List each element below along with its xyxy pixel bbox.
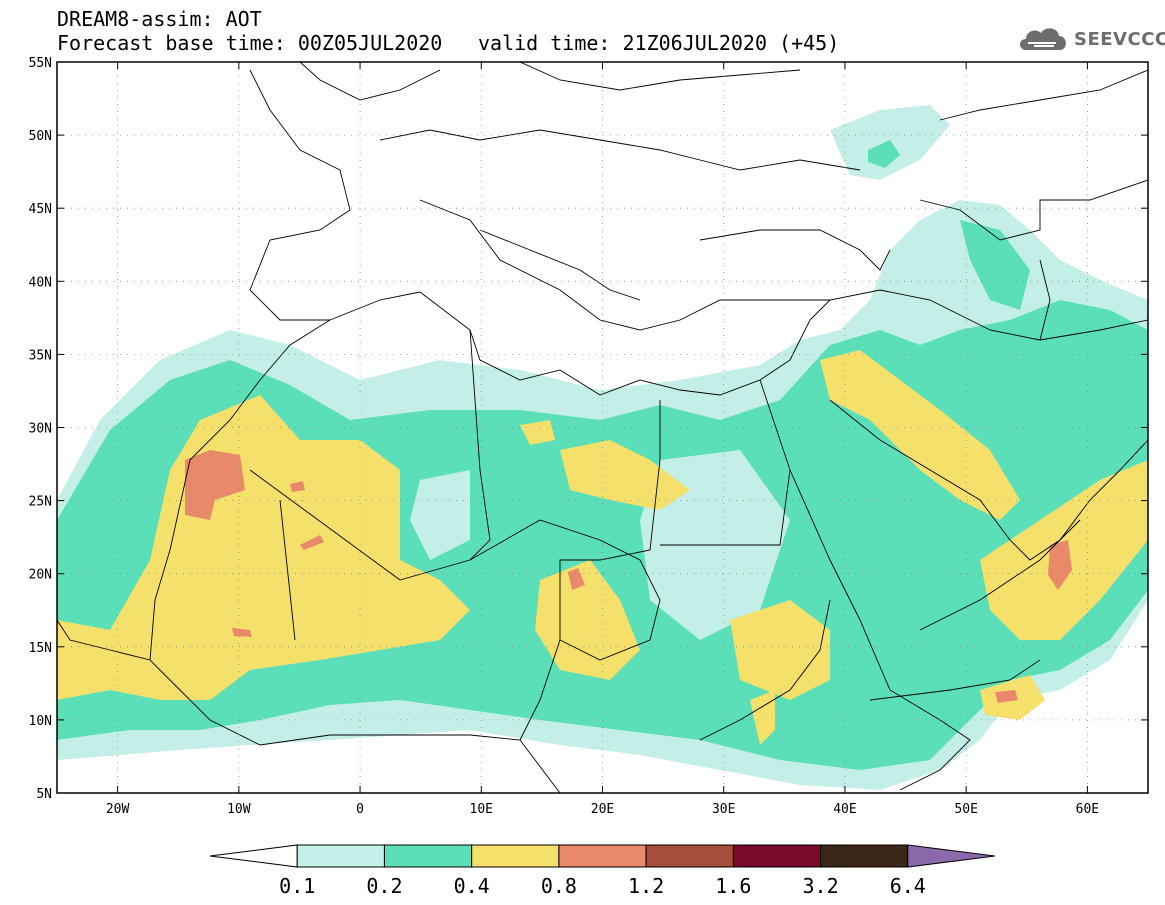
lat-label: 50N — [29, 129, 52, 144]
colorbar-label: 0.1 — [279, 874, 315, 898]
aot-band-0.4-iraq — [820, 350, 1020, 520]
colorbar-swatch — [732, 844, 822, 868]
aot-band-0.4-ethiopia — [750, 690, 775, 745]
lat-labels: 55N 50N 45N 40N 35N 30N 25N 20N 15N 10N 5N — [29, 56, 52, 802]
colorbar-swatch — [383, 844, 473, 868]
lon-label: 50E — [954, 802, 977, 817]
colorbar-label: 0.2 — [366, 874, 402, 898]
colorbar-swatch — [820, 844, 909, 868]
aot-band-0.4-sudan — [730, 600, 830, 700]
axis-ticks — [57, 61, 1148, 794]
lon-label: 10E — [470, 802, 493, 817]
aot-band-0.4-chad — [535, 560, 640, 680]
lat-label: 15N — [29, 641, 52, 656]
lon-label: 40E — [833, 802, 856, 817]
colorbar-swatch — [645, 844, 734, 868]
lat-label: 20N — [29, 568, 52, 583]
colorbar-label: 6.4 — [890, 874, 926, 898]
colorbar-label: 3.2 — [802, 874, 838, 898]
lon-label: 60E — [1076, 802, 1099, 817]
seevccc-logo: SEEVCCC — [1016, 24, 1165, 54]
colorbar-label: 0.4 — [454, 874, 490, 898]
aot-shading — [57, 105, 1148, 790]
aot-band-0.4-libya2 — [520, 420, 555, 445]
aot-band-0.4-west — [57, 395, 470, 700]
lon-label: 10W — [227, 802, 251, 817]
lat-label: 30N — [29, 422, 52, 437]
aot-band-0.8-yemen — [995, 690, 1018, 703]
graticule — [57, 62, 1148, 793]
colorbar: 0.1 0.2 0.4 0.8 1.2 1.6 3.2 6.4 — [209, 844, 996, 898]
colorbar-swatch — [558, 844, 647, 868]
aot-band-0.2-north — [868, 140, 900, 168]
colorbar-swatch — [471, 844, 560, 868]
colorbar-label: 1.6 — [715, 874, 751, 898]
colorbar-label: 1.2 — [628, 874, 664, 898]
aot-band-0.8-mali — [290, 481, 305, 492]
lat-label: 35N — [29, 348, 52, 363]
lat-label: 10N — [29, 714, 52, 729]
aot-band-0.4-libya — [560, 440, 690, 510]
lon-label: 20W — [106, 802, 130, 817]
lat-label: 25N — [29, 495, 52, 510]
logo-text: SEEVCCC — [1074, 28, 1165, 50]
lon-label: 30E — [712, 802, 735, 817]
lat-label: 55N — [29, 56, 52, 71]
aot-band-0.8-oman — [1048, 540, 1072, 590]
forecast-base-time: Forecast base time: 00Z05JUL2020 — [57, 31, 443, 55]
aot-band-0.1-inner2 — [410, 470, 470, 560]
colorbar-under-triangle — [209, 844, 298, 868]
colorbar-label: 0.8 — [541, 874, 577, 898]
lon-label: 0 — [356, 802, 364, 817]
lat-label: 5N — [36, 787, 52, 802]
colorbar-over-triangle — [907, 844, 996, 868]
aot-band-0.8-mali2 — [300, 535, 324, 550]
map-title: DREAM8-assim: AOT — [57, 7, 262, 31]
lon-labels: 20W 10W 0 10E 20E 30E 40E 50E 60E — [106, 802, 1099, 817]
aot-band-0.8-chad — [568, 568, 585, 590]
aot-band-0.8-mali3 — [232, 628, 252, 637]
aot-band-0.8-mauritania — [185, 450, 245, 520]
lat-label: 40N — [29, 275, 52, 290]
colorbar-swatch — [296, 844, 385, 868]
cloud-icon — [1020, 28, 1066, 50]
lat-label: 45N — [29, 202, 52, 217]
aot-band-0.2-caspian — [960, 220, 1030, 310]
lon-label: 20E — [591, 802, 614, 817]
valid-time: valid time: 21Z06JUL2020 (+45) — [478, 31, 840, 55]
coastlines — [57, 62, 1148, 793]
